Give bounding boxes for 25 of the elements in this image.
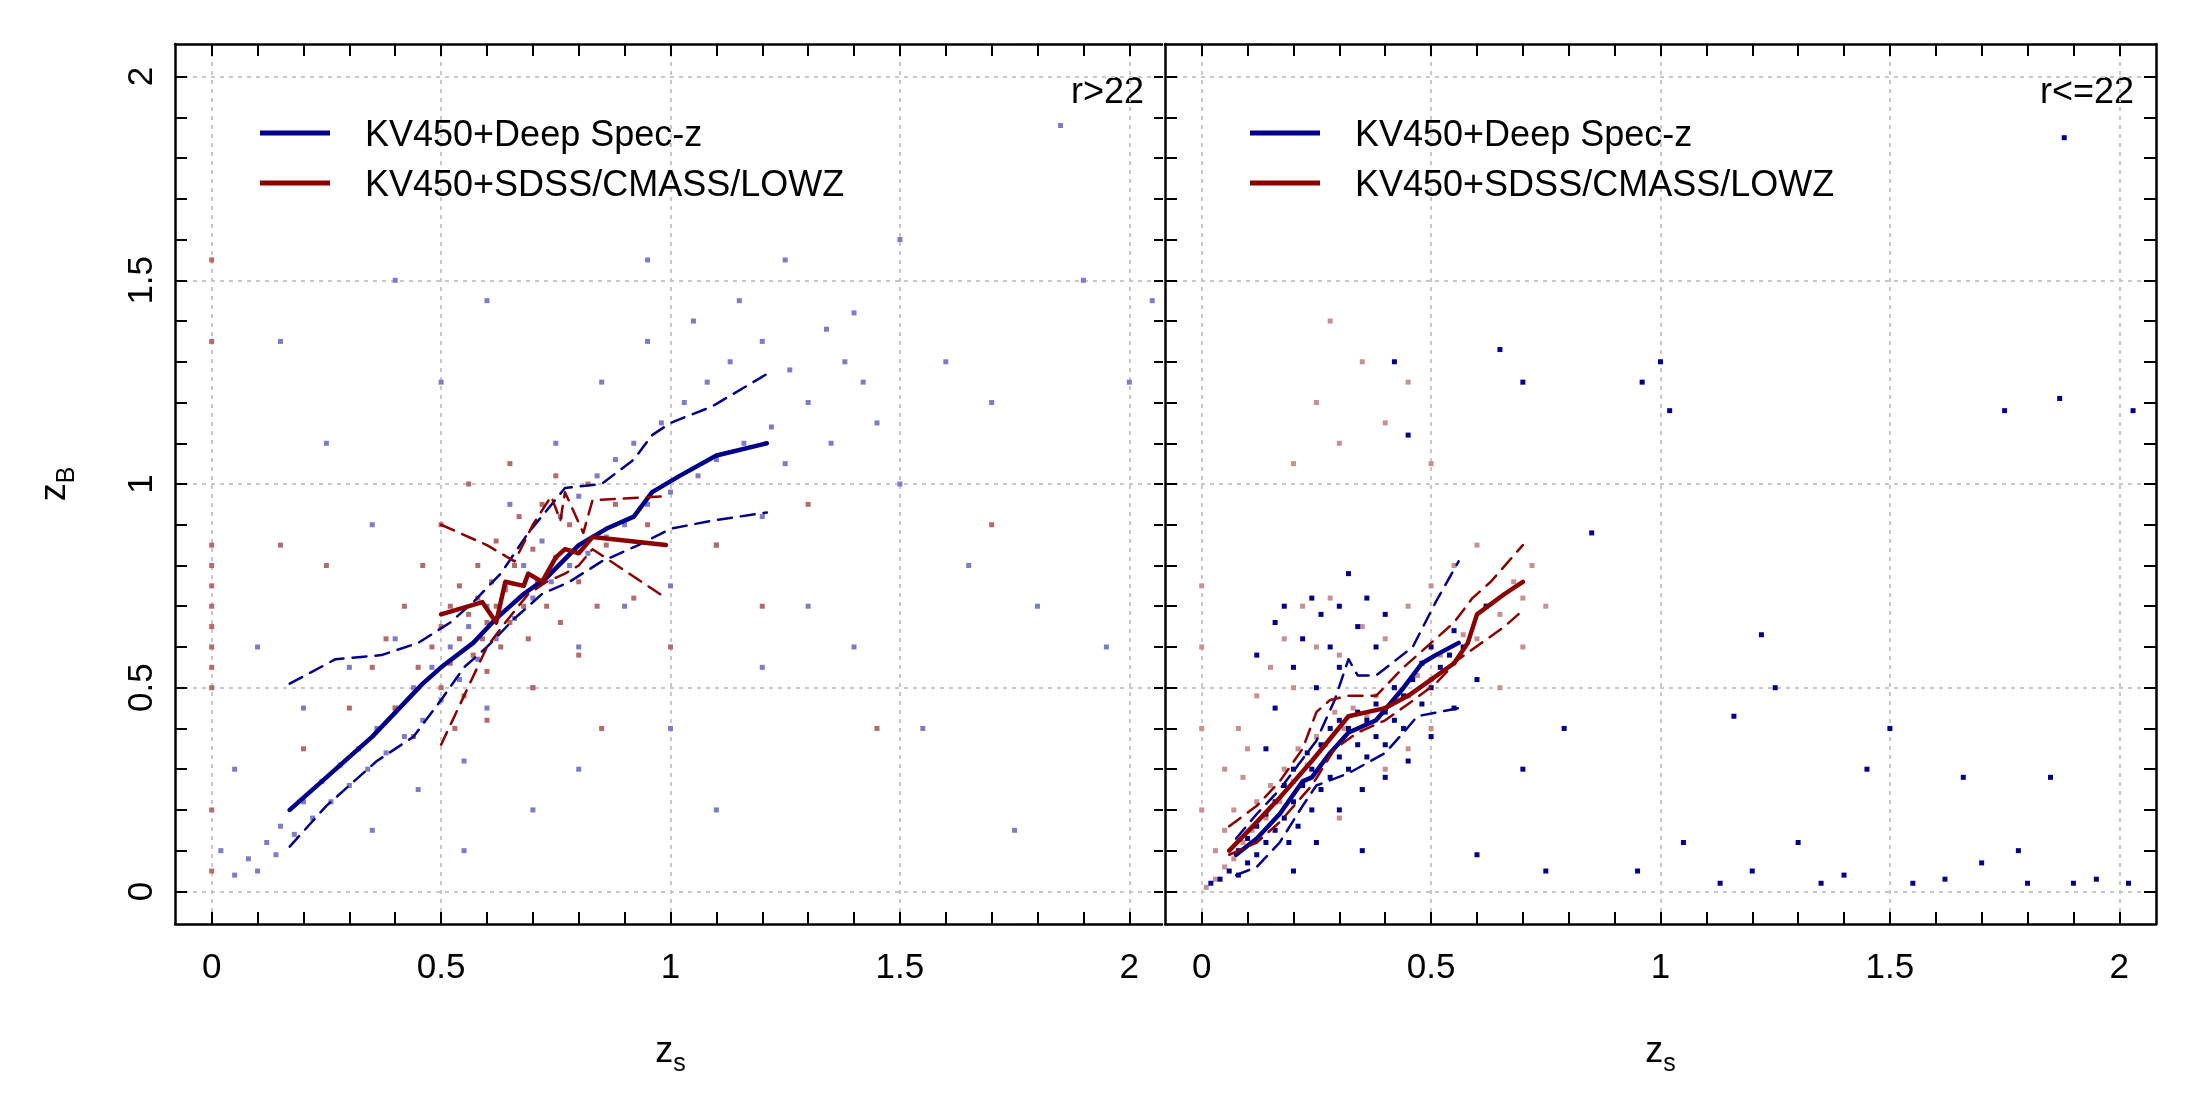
x-tick-label: 2	[2109, 946, 2130, 985]
line-series	[288, 511, 769, 848]
x-tick-label: 0.5	[416, 946, 466, 985]
y-tick-label: 2	[120, 66, 159, 87]
y-tick-label: 0.5	[120, 663, 159, 713]
legend-label: KV450+Deep Spec-z	[1355, 112, 1693, 154]
y-tick-label: 1	[120, 474, 159, 494]
legend-label: KV450+SDSS/CMASS/LOWZ	[365, 162, 845, 204]
y-tick-label: 0	[120, 881, 159, 902]
line-series	[287, 441, 770, 813]
annotation: r>22	[1070, 69, 1144, 111]
x-tick-label: 0	[1191, 946, 1212, 985]
x-tick-label: 1	[660, 946, 681, 985]
legend-label: KV450+Deep Spec-z	[365, 112, 703, 154]
x-tick-label: 0	[201, 946, 222, 985]
x-tick-label: 1	[1650, 946, 1671, 985]
annotation: r<=22	[2039, 69, 2134, 111]
legend-label: KV450+SDSS/CMASS/LOWZ	[1355, 162, 1835, 204]
line-series	[288, 372, 769, 685]
x-tick-label: 0.5	[1406, 946, 1456, 985]
y-tick-label: 1.5	[120, 255, 159, 305]
x-tick-label: 1.5	[1865, 946, 1915, 985]
x-tick-label: 1.5	[875, 946, 925, 985]
x-tick-label: 2	[1119, 946, 1140, 985]
y-axis-title: zB	[31, 466, 79, 502]
